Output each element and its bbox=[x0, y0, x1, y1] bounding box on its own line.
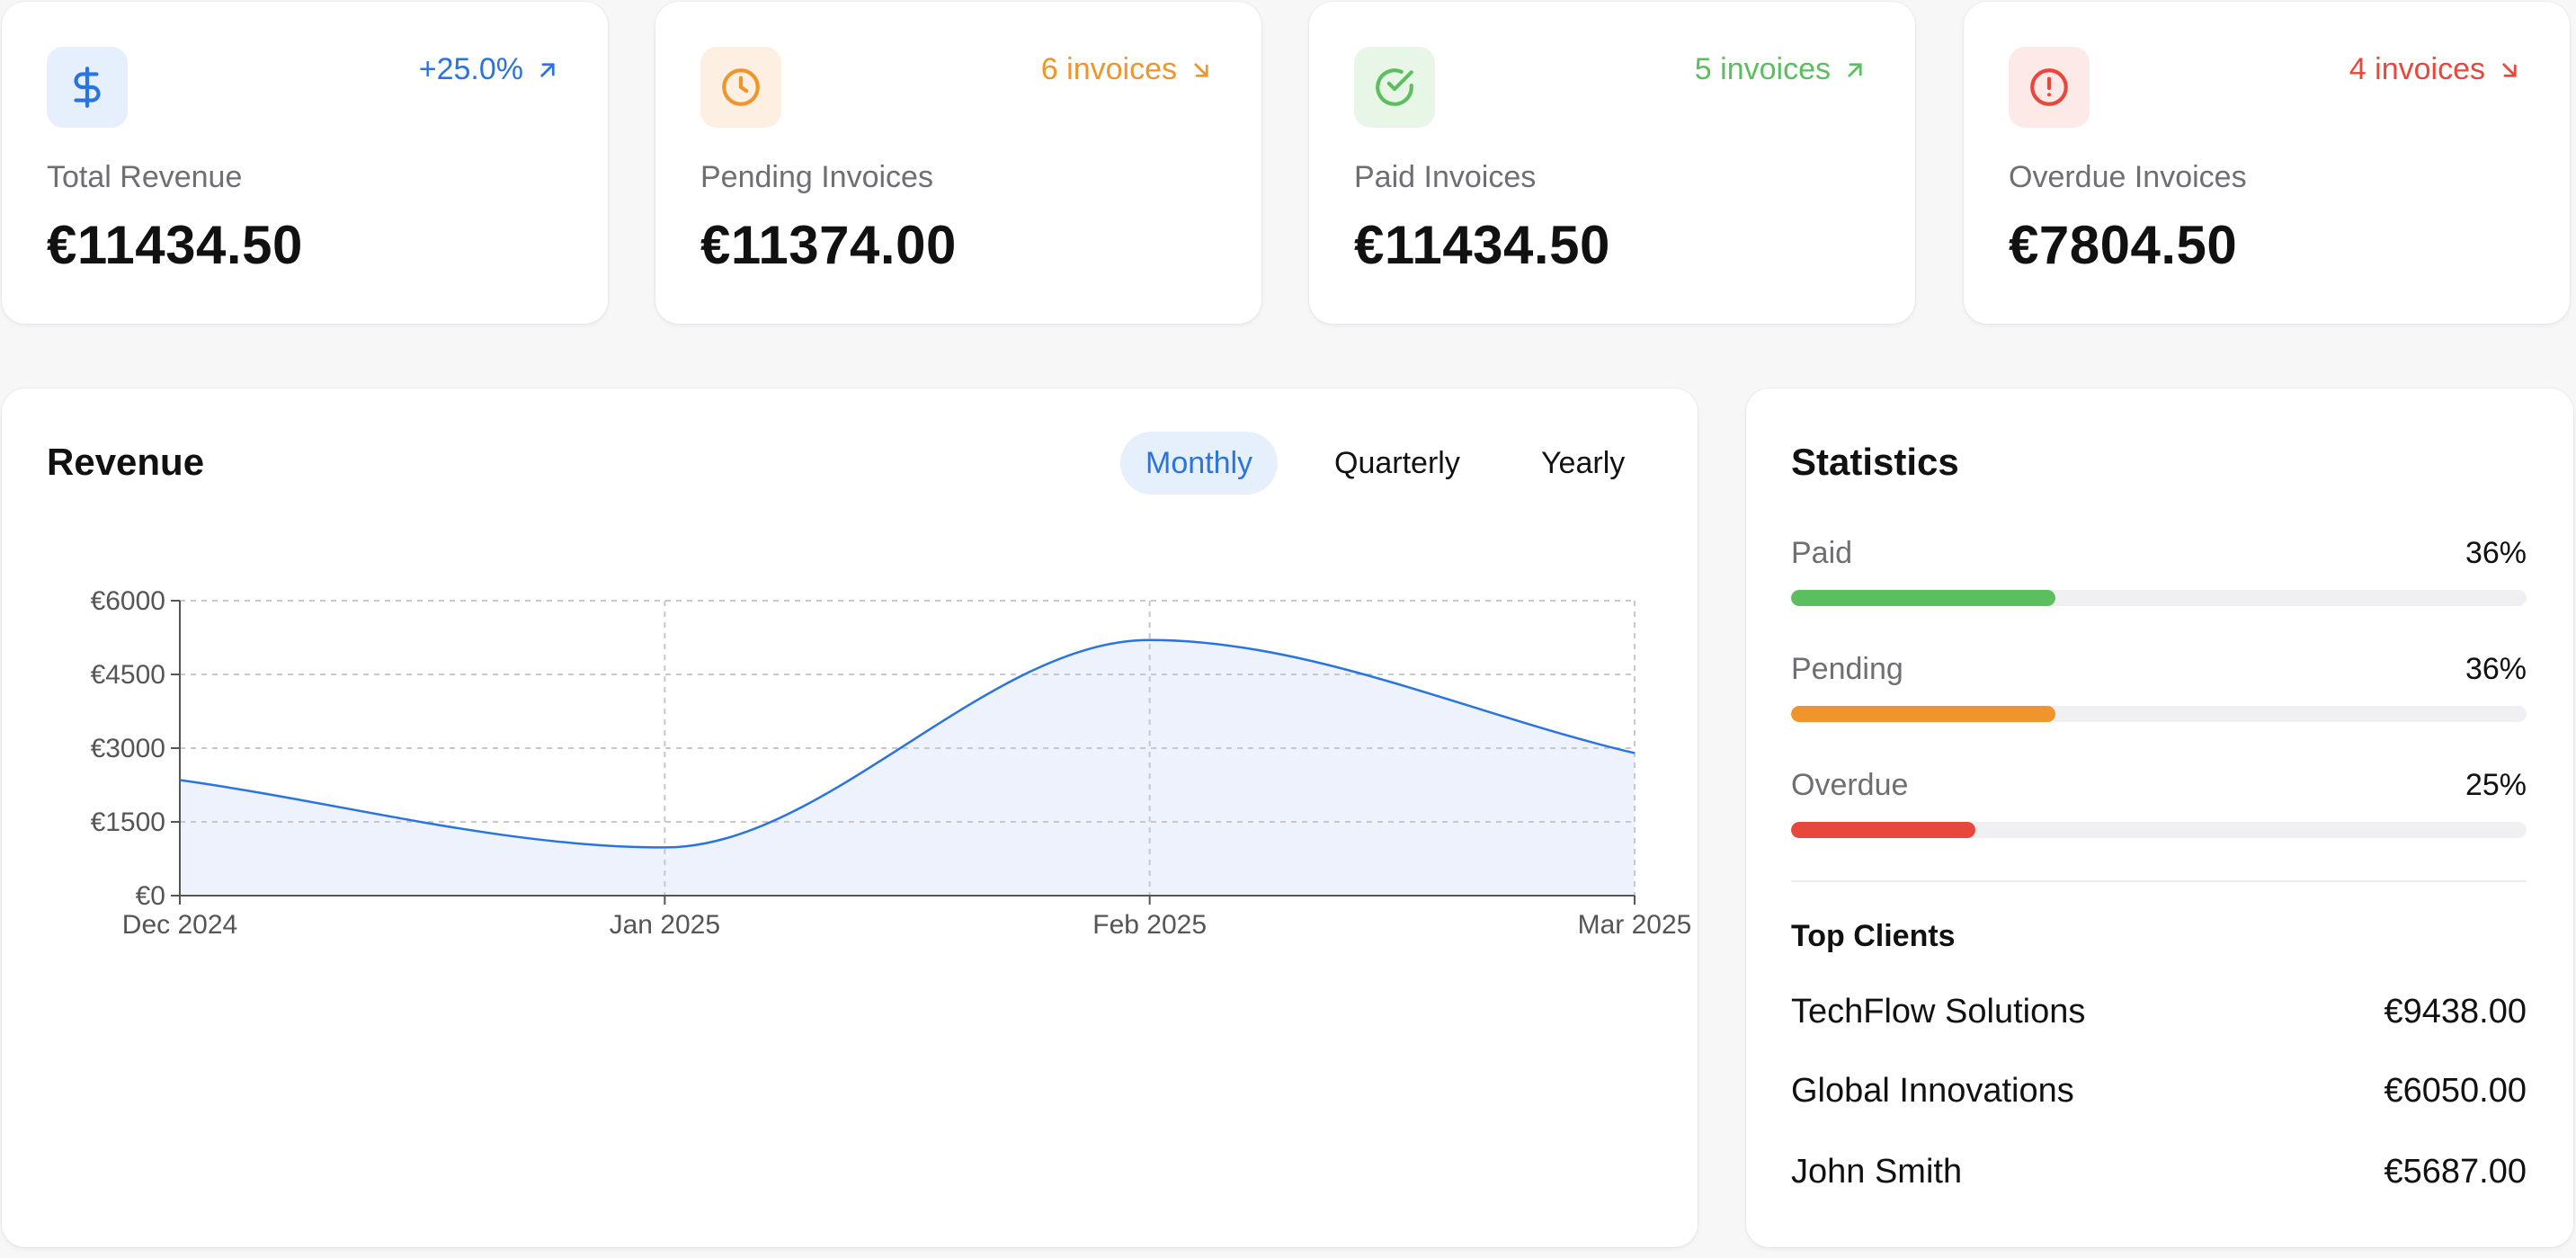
card-value: €11434.50 bbox=[47, 215, 303, 275]
revenue-panel: Revenue Monthly Quarterly Yearly €0 €1500… bbox=[2, 388, 1698, 1247]
paid-invoices-card: 5 invoices Paid Invoices €11434.50 bbox=[1309, 2, 1915, 324]
revenue-chart: €0 €1500 €3000 €4500 €6000 Dec 2024 Jan 2025 Fe… bbox=[91, 586, 1692, 940]
trend-indicator: 6 invoices bbox=[1041, 52, 1215, 87]
card-label: Total Revenue bbox=[47, 160, 243, 194]
statistics-panel: Statistics Paid 36% Pending 36% Overdue … bbox=[1746, 388, 2573, 1247]
progress-track bbox=[1791, 822, 2527, 838]
stat-percent: 25% bbox=[2465, 768, 2527, 802]
divider bbox=[1791, 880, 2527, 882]
period-yearly-button[interactable]: Yearly bbox=[1541, 446, 1626, 480]
trend-text: 6 invoices bbox=[1040, 52, 1177, 86]
client-name: TechFlow Solutions bbox=[1791, 993, 2086, 1030]
progress-track bbox=[1791, 706, 2527, 722]
revenue-title: Revenue bbox=[47, 441, 205, 483]
arrow-up-right-icon bbox=[1848, 62, 1862, 77]
y-tick-label: €6000 bbox=[91, 586, 165, 616]
client-amount: €6050.00 bbox=[2384, 1072, 2527, 1110]
progress-fill bbox=[1791, 822, 1975, 838]
progress-track bbox=[1791, 590, 2527, 606]
check-circle-icon bbox=[1354, 47, 1435, 128]
card-value: €7804.50 bbox=[2009, 215, 2238, 275]
card-label: Paid Invoices bbox=[1354, 160, 1537, 194]
statistics-title: Statistics bbox=[1791, 441, 1959, 483]
y-tick-label: €0 bbox=[136, 881, 165, 911]
stat-percent: 36% bbox=[2465, 536, 2527, 570]
top-clients-title: Top Clients bbox=[1791, 919, 1956, 953]
card-label: Pending Invoices bbox=[700, 160, 933, 194]
stat-label: Overdue bbox=[1791, 768, 1909, 802]
y-tick-label: €1500 bbox=[91, 807, 165, 837]
trend-text: +25.0% bbox=[418, 52, 523, 86]
clock-icon bbox=[700, 47, 781, 128]
progress-fill bbox=[1791, 590, 2056, 606]
client-row: John Smith €5687.00 bbox=[1791, 1153, 2527, 1198]
client-row: Global Innovations €6050.00 bbox=[1791, 1072, 2527, 1117]
revenue-line bbox=[179, 638, 1636, 849]
dollar-icon bbox=[47, 47, 128, 128]
overdue-invoices-card: 4 invoices Overdue Invoices €7804.50 bbox=[1964, 2, 2570, 324]
progress-fill bbox=[1791, 706, 2056, 722]
client-amount: €9438.00 bbox=[2384, 993, 2527, 1030]
trend-indicator: 5 invoices bbox=[1695, 52, 1868, 87]
client-amount: €5687.00 bbox=[2384, 1153, 2527, 1191]
x-tick-label: Jan 2025 bbox=[610, 910, 720, 940]
revenue-area bbox=[180, 639, 1635, 896]
client-row: TechFlow Solutions €9438.00 bbox=[1791, 993, 2527, 1038]
card-label: Overdue Invoices bbox=[2009, 160, 2247, 194]
client-name: John Smith bbox=[1791, 1153, 1963, 1191]
total-revenue-card: +25.0% Total Revenue €11434.50 bbox=[2, 2, 608, 324]
pending-invoices-card: 6 invoices Pending Invoices €11374.00 bbox=[655, 2, 1261, 324]
trend-text: 5 invoices bbox=[1694, 52, 1831, 86]
arrow-down-right-icon bbox=[2502, 62, 2517, 77]
client-name: Global Innovations bbox=[1791, 1072, 2074, 1110]
arrow-down-right-icon bbox=[1194, 62, 1208, 77]
stat-label: Pending bbox=[1791, 652, 1903, 686]
card-value: €11434.50 bbox=[1354, 215, 1610, 275]
alert-circle-icon bbox=[2009, 47, 2090, 128]
x-tick-label: Feb 2025 bbox=[1092, 910, 1207, 940]
x-tick-label: Dec 2024 bbox=[122, 910, 237, 940]
x-tick-label: Mar 2025 bbox=[1578, 910, 1692, 940]
trend-text: 4 invoices bbox=[2349, 52, 2485, 86]
y-tick-label: €3000 bbox=[91, 734, 165, 763]
period-monthly-button[interactable]: Monthly bbox=[1120, 432, 1279, 495]
y-tick-label: €4500 bbox=[91, 660, 165, 690]
period-quarterly-button[interactable]: Quarterly bbox=[1334, 446, 1460, 480]
stat-label: Paid bbox=[1791, 536, 1853, 570]
trend-indicator: 4 invoices bbox=[2349, 52, 2523, 87]
stat-percent: 36% bbox=[2465, 652, 2527, 686]
card-value: €11374.00 bbox=[700, 215, 957, 275]
trend-indicator: +25.0% bbox=[419, 52, 561, 87]
arrow-up-right-icon bbox=[540, 62, 555, 77]
